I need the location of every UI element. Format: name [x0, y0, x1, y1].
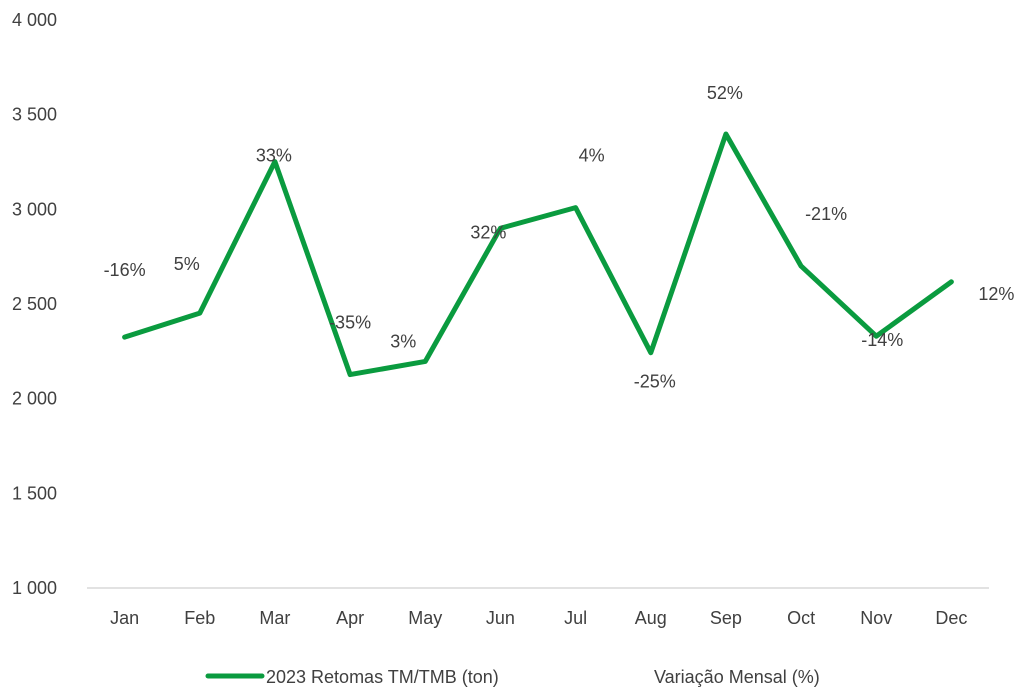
- x-tick-label: Feb: [184, 608, 215, 628]
- x-tick-label: May: [408, 608, 442, 628]
- data-label: 33%: [256, 146, 292, 166]
- data-label: 52%: [707, 83, 743, 103]
- data-label: 3%: [390, 331, 416, 351]
- data-label: 32%: [470, 222, 506, 242]
- y-tick-label: 3 500: [12, 105, 57, 125]
- y-axis-labels: 1 000 1 500 2 000 2 500 3 000 3 500 4 000: [12, 10, 57, 598]
- y-tick-label: 4 000: [12, 10, 57, 30]
- series-lines: [125, 134, 952, 375]
- legend-series-label: 2023 Retomas TM/TMB (ton): [266, 667, 499, 687]
- y-tick-label: 1 000: [12, 578, 57, 598]
- x-tick-label: Jan: [110, 608, 139, 628]
- y-tick-label: 2 000: [12, 389, 57, 409]
- data-label: -21%: [805, 204, 847, 224]
- x-tick-label: Apr: [336, 608, 364, 628]
- data-labels: -16% 5% 33% -35% 3% 32% 4% -25% 52% -21% -14% 12%: [104, 83, 1015, 392]
- x-tick-label: Jul: [564, 608, 587, 628]
- x-axis-labels: Jan Feb Mar Apr May Jun Jul Aug Sep Oct Nov Dec: [110, 608, 967, 628]
- series-line: [125, 134, 952, 375]
- data-label: -25%: [634, 372, 676, 392]
- x-tick-label: Sep: [710, 608, 742, 628]
- legend-secondary-label: Variação Mensal (%): [654, 667, 820, 687]
- x-tick-label: Dec: [935, 608, 967, 628]
- x-tick-label: Jun: [486, 608, 515, 628]
- x-tick-label: Oct: [787, 608, 815, 628]
- data-label: -35%: [329, 313, 371, 333]
- y-tick-label: 3 000: [12, 199, 57, 219]
- legend: 2023 Retomas TM/TMB (ton) Variação Mensa…: [208, 667, 820, 687]
- data-label: 12%: [978, 284, 1014, 304]
- data-label: -16%: [104, 260, 146, 280]
- data-label: -14%: [861, 330, 903, 350]
- data-label: 4%: [579, 146, 605, 166]
- x-tick-label: Nov: [860, 608, 892, 628]
- data-label: 5%: [174, 254, 200, 274]
- x-tick-label: Aug: [635, 608, 667, 628]
- x-tick-label: Mar: [259, 608, 290, 628]
- y-tick-label: 2 500: [12, 294, 57, 314]
- y-tick-label: 1 500: [12, 483, 57, 503]
